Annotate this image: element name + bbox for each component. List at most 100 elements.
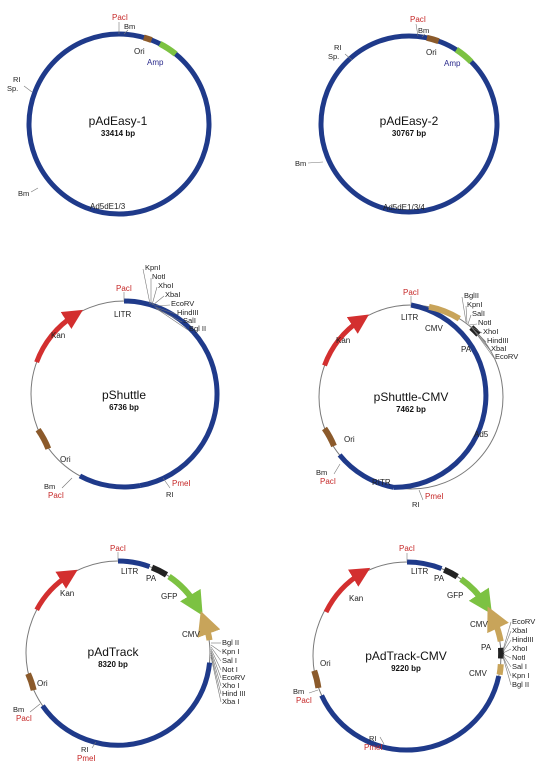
gfp-feature	[167, 574, 203, 616]
amp-label: Amp	[444, 59, 461, 68]
ori-label: Ori	[320, 659, 331, 668]
ori-label: Ori	[37, 679, 48, 688]
cmv-label: CMV	[182, 630, 200, 639]
site-paci-2: PacI	[48, 491, 64, 500]
backbone-arc	[406, 559, 443, 571]
site-sp: Sp.	[328, 52, 339, 61]
pa-feature	[150, 564, 169, 578]
mcs-kpni: KpnI	[467, 300, 482, 309]
ori-feature	[321, 426, 337, 448]
mcs-sali: SalI	[472, 309, 485, 318]
plasmid-size: 9220 bp	[391, 664, 421, 673]
site-paci: PacI	[110, 544, 126, 553]
site-paci-2: PacI	[296, 696, 312, 705]
cmv-feature-2	[496, 663, 504, 676]
ori-label: Ori	[426, 48, 437, 57]
mcs-noti: NotI	[478, 318, 492, 327]
mcs-hindiii: Hind III	[222, 689, 246, 698]
site-ri: RI	[81, 745, 89, 754]
ori-label: Ori	[134, 47, 145, 56]
site-ri: RI	[334, 43, 342, 52]
mcs-ecorv: EcoRV	[171, 299, 194, 308]
mcs-noti: NotI	[512, 653, 526, 662]
site-pmei: PmeI	[425, 492, 444, 501]
site-bm: Bm	[124, 22, 135, 31]
site-ri: RI	[369, 734, 377, 743]
mcs-ecorv: EcoRV	[222, 673, 245, 682]
kan-label: Kan	[60, 589, 74, 598]
backbone-arc-2	[78, 473, 141, 490]
mcs-xhoi: XhoI	[512, 644, 527, 653]
cmv-label: CMV	[470, 620, 488, 629]
mcs-sali: Sal I	[512, 662, 527, 671]
cmv-label: CMV	[425, 324, 443, 333]
plasmid-name: pAdTrack	[88, 645, 140, 659]
site-pmei: PmeI	[172, 479, 191, 488]
ritr-label: RITR	[372, 478, 391, 487]
amp-feature	[454, 47, 474, 64]
mcs-xhoi: XhoI	[483, 327, 498, 336]
site-pmei: PmeI	[364, 743, 383, 752]
litr-label: LITR	[114, 310, 132, 319]
mcs-xbai: XbaI	[512, 626, 527, 635]
site-paci: PacI	[403, 288, 419, 297]
pa-feature	[442, 566, 459, 580]
mcs-noti: Not I	[222, 665, 238, 674]
pa-label-2: PA	[481, 643, 492, 652]
ori-feature	[142, 34, 153, 43]
plasmid-size: 6736 bp	[109, 403, 139, 412]
gfp-label: GFP	[447, 591, 463, 600]
site-bm: Bm	[13, 705, 24, 714]
plasmid-size: 30767 bp	[392, 129, 426, 138]
ori-label: Ori	[344, 435, 355, 444]
mcs-sali: SalI	[183, 316, 196, 325]
backbone-arc-2	[319, 675, 502, 753]
cmv-feature	[197, 611, 221, 641]
mcs-leaders	[461, 296, 495, 359]
kan-feature	[34, 309, 83, 364]
plasmid-name: pShuttle-CMV	[374, 390, 449, 404]
mcs-hindiii: HindIII	[512, 635, 534, 644]
plasmid-padtrack-cmv: PacI LITR PA GFP Kan CMV PA CMV Ori Bm P…	[293, 544, 535, 753]
backbone-arc-2	[337, 453, 395, 490]
site-bm-2: Bm	[18, 189, 29, 198]
mcs-xhoi: XhoI	[158, 281, 173, 290]
cmv-label-2: CMV	[469, 669, 487, 678]
ad5-label: Ad5	[474, 430, 489, 439]
plasmid-padtrack: PacI LITR PA GFP Kan CMV Ori Bm PacI RI …	[13, 544, 246, 763]
backbone-label: Ad5dE1/3/4	[383, 203, 425, 212]
amp-label: Amp	[147, 58, 164, 67]
backbone-arc	[393, 302, 489, 490]
site-ri: RI	[13, 75, 21, 84]
pa-label: PA	[146, 574, 157, 583]
ori-label: Ori	[60, 455, 71, 464]
litr-label: LITR	[401, 313, 419, 322]
site-bm-2: Bm	[295, 159, 306, 168]
ori-feature	[311, 669, 322, 689]
site-ri: RI	[412, 500, 420, 509]
mcs-leaders	[210, 642, 222, 703]
plasmid-pshuttle: PacI LITR Kan Ori Bm PacI PmeI RI KpnI N…	[30, 263, 220, 500]
mcs-xbai: Xba I	[222, 697, 240, 706]
gfp-feature	[459, 576, 493, 615]
ori-feature	[426, 34, 440, 45]
plasmid-name: pAdEasy-2	[380, 114, 439, 128]
kan-label: Kan	[349, 594, 363, 603]
mcs-bglii: BglII	[464, 291, 479, 300]
plasmid-size: 33414 bp	[101, 129, 135, 138]
mcs-xbai: XbaI	[165, 290, 180, 299]
plasmid-size: 7462 bp	[396, 405, 426, 414]
plasmid-pshuttle-cmv: PacI LITR Kan Ori CMV PA Ad5 RITR Bm Pac…	[316, 288, 518, 509]
site-bm: Bm	[316, 468, 327, 477]
mcs-bglii: Bgl II	[189, 324, 206, 333]
ori-feature	[25, 672, 37, 691]
litr-label: LITR	[411, 567, 429, 576]
kan-feature	[34, 569, 78, 612]
mcs-hindiii: HindIII	[177, 308, 199, 317]
site-bm: Bm	[44, 482, 55, 491]
mcs-xbai: XbaI	[491, 344, 506, 353]
mcs-sali: Sal I	[222, 656, 237, 665]
plasmid-name: pShuttle	[102, 388, 146, 402]
mcs-bglii: Bgl II	[512, 680, 529, 689]
